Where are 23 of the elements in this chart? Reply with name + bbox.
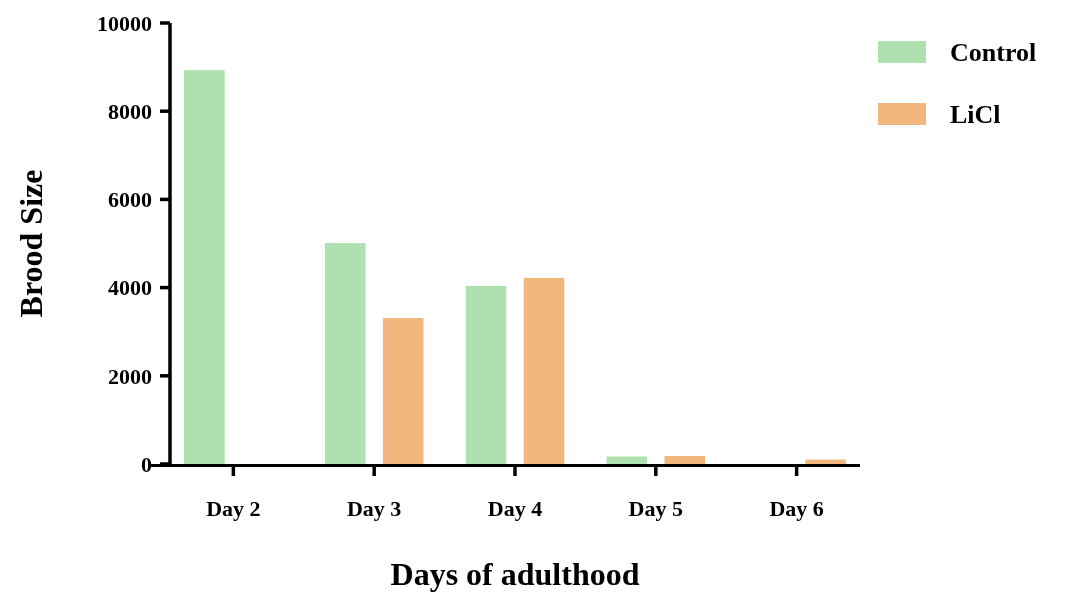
y-tick-label: 8000 [108, 98, 152, 124]
y-tick-label: 2000 [108, 363, 152, 389]
bar [465, 285, 507, 464]
x-tick-label: Day 3 [346, 496, 402, 521]
bar [805, 459, 846, 464]
y-tick-label: 4000 [108, 275, 152, 301]
y-tick-label: 0 [141, 451, 152, 477]
bar [382, 318, 424, 464]
x-tick-label: Day 2 [206, 496, 261, 521]
bar [324, 243, 366, 464]
y-axis-title: Brood Size [13, 169, 49, 318]
bar [184, 70, 225, 464]
y-tick-label: 6000 [108, 187, 152, 213]
x-tick-label: Day 5 [628, 496, 684, 521]
x-axis-title: Days of adulthood [390, 556, 640, 592]
x-tick-label: Day 4 [487, 496, 543, 521]
bar [664, 456, 706, 464]
bar [606, 456, 648, 464]
x-tick-label: Day 6 [769, 496, 824, 521]
y-tick-label: 10000 [97, 10, 152, 36]
legend-label: LiCl [950, 100, 1001, 130]
bar [523, 277, 565, 464]
legend-label: Control [950, 38, 1037, 68]
